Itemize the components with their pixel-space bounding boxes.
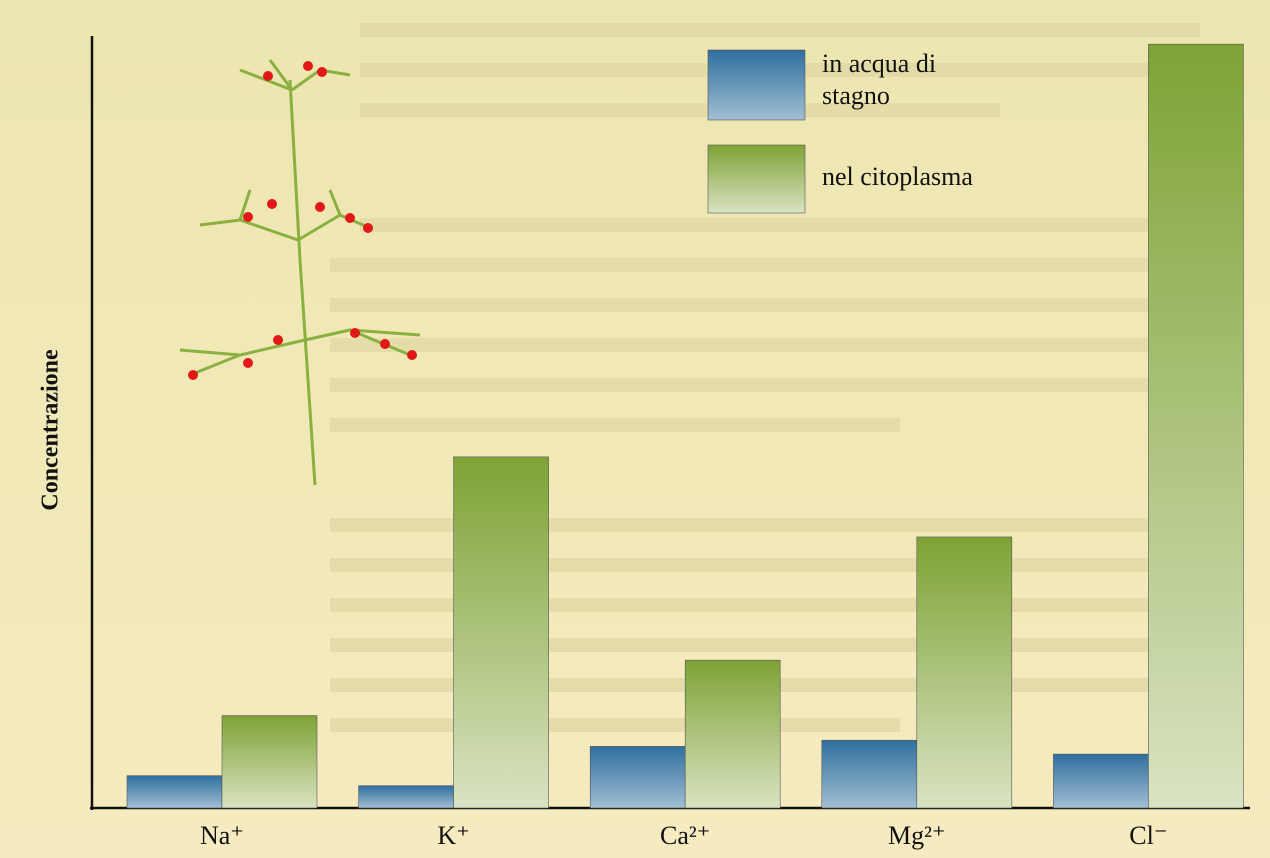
bar <box>1053 754 1148 808</box>
legend-item: in acqua di stagno <box>822 48 1002 128</box>
chart: Concentrazione Na⁺ K⁺ Ca²⁺ Mg²⁺ Cl⁻ in acqua … <box>0 0 1270 858</box>
legend-swatch <box>708 50 805 120</box>
y-axis-label: Concentrazione <box>38 349 64 511</box>
legend-label: in acqua di stagno <box>822 48 942 112</box>
legend-label: nel citoplasma <box>822 143 1002 193</box>
x-tick-label: K⁺ <box>437 821 470 850</box>
x-tick-label: Mg²⁺ <box>888 821 946 850</box>
x-tick-label: Ca²⁺ <box>660 821 710 850</box>
bar <box>222 716 317 808</box>
bar <box>1148 44 1243 808</box>
bar <box>917 537 1012 808</box>
bar <box>590 746 685 808</box>
x-tick-label: Cl⁻ <box>1129 821 1167 850</box>
bar <box>127 776 222 808</box>
bar <box>454 457 549 808</box>
bar <box>685 660 780 808</box>
legend-swatch <box>708 145 805 213</box>
bar <box>822 740 917 808</box>
bar <box>359 786 454 808</box>
legend-item: nel citoplasma <box>822 143 1002 223</box>
x-tick-label: Na⁺ <box>200 821 244 850</box>
